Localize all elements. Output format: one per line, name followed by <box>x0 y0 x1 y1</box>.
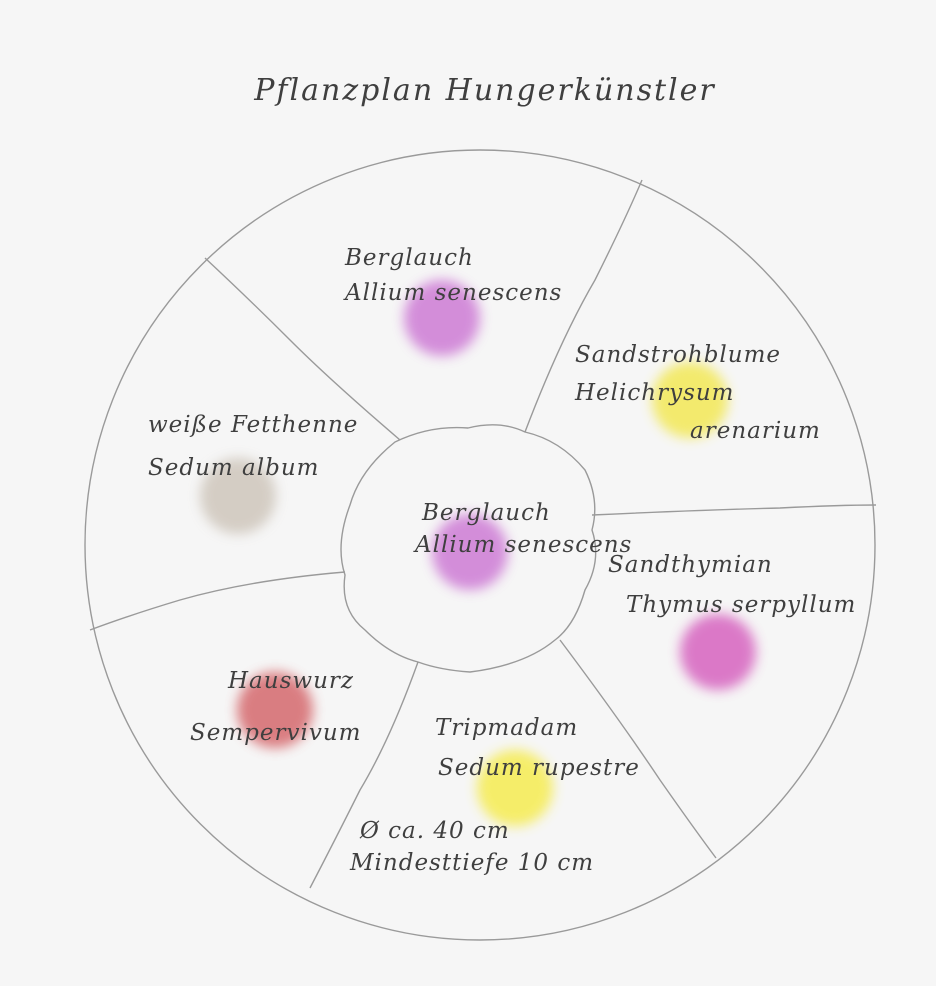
plant-name: Berglauch <box>344 245 474 271</box>
latin-name: Thymus serpyllum <box>626 592 856 618</box>
plant-name: weiße Fetthenne <box>148 412 358 438</box>
title: Pflanzplan Hungerkünstler <box>253 73 716 108</box>
planting-plan: Pflanzplan Hungerkünstler Berglauch Alliu… <box>0 0 936 986</box>
plant-name: Sandthymian <box>608 552 773 578</box>
plant-name: Sandstrohblume <box>575 342 781 368</box>
note: Ø ca. 40 cm <box>359 818 510 844</box>
latin-name: Allium senescens <box>343 280 562 306</box>
plant-name: Berglauch <box>421 500 551 526</box>
latin-name: Sedum album <box>148 455 319 481</box>
note: Mindesttiefe 10 cm <box>349 850 594 876</box>
latin-name: arenarium <box>690 418 821 444</box>
color-spot <box>680 614 756 690</box>
latin-name: Sedum rupestre <box>438 755 640 781</box>
latin-name: Allium senescens <box>413 532 632 558</box>
plant-name: Tripmadam <box>435 715 578 741</box>
latin-name: Helichrysum <box>574 380 735 406</box>
latin-name: Sempervivum <box>190 720 361 746</box>
plant-name: Hauswurz <box>227 668 354 694</box>
